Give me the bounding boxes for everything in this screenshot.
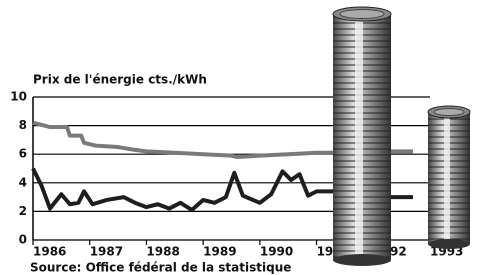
- chart-title: Prix de l'énergie cts./kWh: [33, 73, 207, 87]
- source: Source: Office fédéral de la statistique: [30, 261, 291, 275]
- coin-stack-small: [428, 106, 470, 249]
- coin-stack-large: [333, 7, 391, 266]
- y-tick-label: 10: [10, 90, 27, 104]
- x-tick-label: 1990: [260, 245, 293, 259]
- y-tick-label: 0: [19, 233, 27, 247]
- chart: Prix de l'énergie cts./kWh Source: Offic…: [0, 0, 479, 275]
- y-tick-label: 8: [19, 118, 27, 132]
- y-tick-label: 6: [19, 147, 27, 161]
- y-tick-label: 4: [19, 175, 27, 189]
- x-tick-label: 1988: [146, 245, 179, 259]
- y-tick-label: 2: [19, 204, 27, 218]
- x-tick-label: 1987: [90, 245, 123, 259]
- x-tick-label: 1986: [33, 245, 66, 259]
- plot-area: 024681019861987198819891990199119921993: [10, 90, 463, 259]
- x-tick-label: 1989: [203, 245, 236, 259]
